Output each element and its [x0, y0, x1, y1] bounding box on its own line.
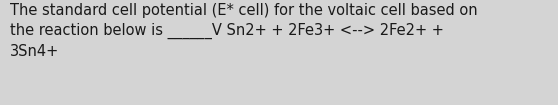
Text: The standard cell potential (E* cell) for the voltaic cell based on
the reaction: The standard cell potential (E* cell) fo… [10, 3, 478, 59]
